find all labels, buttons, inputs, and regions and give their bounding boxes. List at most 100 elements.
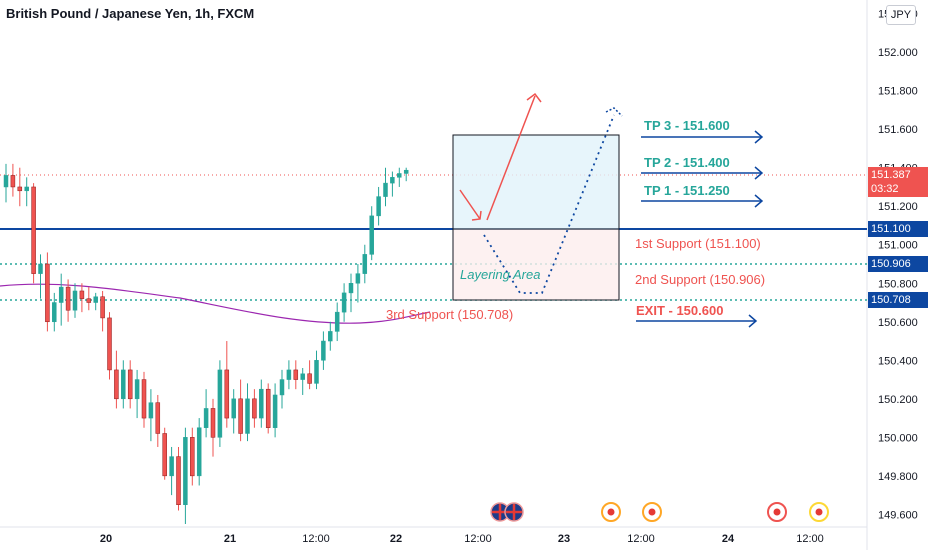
tp2-label: TP 2 - 151.400: [644, 155, 730, 170]
candle-body: [72, 290, 78, 311]
candle-body: [314, 360, 319, 384]
candle-body: [348, 283, 354, 294]
layering-area-label: Layering Area: [460, 267, 540, 282]
candle-body: [341, 292, 347, 313]
candle-body: [203, 408, 209, 428]
candle-body: [272, 394, 278, 428]
candle-body: [238, 398, 243, 434]
tp1-label: TP 1 - 151.250: [644, 183, 730, 198]
candle-body: [328, 331, 333, 342]
event-dot-icon[interactable]: [809, 502, 829, 522]
y-tick-label: 150.000: [878, 432, 918, 444]
candle-body: [100, 296, 105, 319]
y-tick-label: 149.800: [878, 471, 918, 483]
candle-body: [127, 369, 133, 400]
candle-body: [397, 173, 402, 178]
y-tick-label: 150.600: [878, 317, 918, 329]
y-tick-label: 150.800: [878, 278, 918, 290]
y-tick-label: 149.600: [878, 509, 918, 521]
candle-body: [307, 373, 312, 384]
x-tick-label: 24: [722, 533, 735, 545]
exit-label: EXIT - 150.600: [636, 303, 723, 318]
candle-body: [362, 254, 368, 274]
flag-uk-icon[interactable]: [504, 502, 524, 522]
x-axis: 20 21 12:00 22 12:00 23 12:00 24 12:00: [100, 533, 824, 545]
candle-body: [183, 437, 188, 505]
tp-arrows: [636, 130, 764, 328]
candle-body: [376, 196, 381, 217]
candle-body: [134, 379, 140, 400]
candle-body: [10, 175, 16, 188]
y-tick-label: 151.800: [878, 86, 918, 98]
red-arrow-down: [459, 189, 481, 220]
countdown-tag: 03:32: [868, 181, 928, 197]
candle-body: [224, 369, 230, 419]
x-tick-label: 12:00: [302, 533, 330, 545]
y-tick-label: 150.400: [878, 355, 918, 367]
blue-dotted-head: [605, 107, 623, 117]
candle-body: [252, 398, 257, 419]
candle-body: [107, 317, 112, 371]
candle-body: [190, 437, 195, 477]
candle-body: [321, 340, 326, 361]
level-1-value: 151.100: [871, 223, 911, 235]
support2-label: 2nd Support (150.906): [635, 272, 765, 287]
candle-body: [114, 369, 119, 400]
candle-body: [279, 379, 285, 396]
candle-body: [31, 186, 36, 274]
candle-body: [231, 398, 236, 419]
y-tick-label: 151.200: [878, 201, 918, 213]
red-arrow-up: [486, 95, 536, 221]
level-tag-1: 151.100: [868, 221, 928, 237]
candle-body: [17, 186, 23, 192]
candle-body: [79, 290, 85, 299]
x-tick-label: 20: [100, 533, 112, 545]
candle-body: [176, 456, 181, 505]
candle-body: [86, 298, 92, 303]
level-tag-3: 150.708: [868, 292, 928, 308]
x-tick-label: 12:00: [464, 533, 492, 545]
candle-body: [265, 388, 271, 428]
candle-body: [155, 402, 161, 434]
candle-body: [383, 182, 388, 197]
candle-body: [245, 398, 250, 434]
x-tick-label: 12:00: [796, 533, 824, 545]
candle-body: [93, 296, 98, 303]
y-tick-label: 152.000: [878, 47, 918, 59]
red-arrow-up-head: [526, 92, 542, 103]
tp3-label: TP 3 - 151.600: [644, 118, 730, 133]
level-3-value: 150.708: [871, 294, 911, 306]
currency-button[interactable]: JPY: [886, 5, 916, 25]
level-tag-2: 150.906: [868, 256, 928, 272]
candle-body: [369, 215, 374, 255]
y-tick-label: 151.600: [878, 124, 918, 136]
candle-body: [52, 302, 57, 323]
moving-average-line: [0, 283, 431, 324]
event-dot-icon[interactable]: [642, 502, 662, 522]
candles-group: [3, 163, 409, 524]
x-tick-label: 23: [558, 533, 570, 545]
x-tick-label: 12:00: [627, 533, 655, 545]
current-price-tag: 151.387: [868, 167, 928, 183]
candle-body: [259, 388, 264, 419]
event-dot-icon[interactable]: [767, 502, 787, 522]
event-dot-icon[interactable]: [601, 502, 621, 522]
candle-body: [38, 263, 43, 274]
candle-body: [286, 369, 292, 380]
candle-body: [196, 427, 202, 477]
countdown-value: 03:32: [871, 183, 899, 195]
candle-body: [300, 373, 305, 380]
candle-body: [210, 408, 216, 438]
candle-body: [148, 402, 154, 419]
level-2-value: 150.906: [871, 258, 911, 270]
support3-label: 3rd Support (150.708): [386, 307, 513, 322]
support1-label: 1st Support (151.100): [635, 236, 761, 251]
candle-body: [121, 369, 126, 400]
layering-zone-box[interactable]: [452, 228, 620, 301]
candle-body: [45, 263, 50, 323]
candle-body: [293, 369, 299, 380]
chart-title: British Pound / Japanese Yen, 1h, FXCM: [6, 6, 255, 21]
red-arrow-down-head: [471, 210, 482, 221]
candle-body: [3, 175, 9, 188]
